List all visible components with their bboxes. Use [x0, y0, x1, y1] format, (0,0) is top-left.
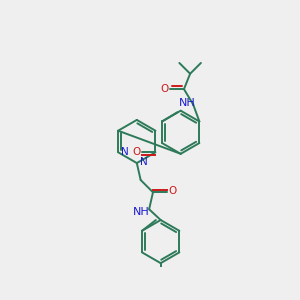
Text: O: O: [160, 84, 169, 94]
Text: N: N: [140, 157, 148, 166]
Text: NH: NH: [133, 207, 150, 217]
Text: NH: NH: [179, 98, 195, 108]
Text: O: O: [132, 147, 140, 157]
Text: O: O: [168, 186, 176, 196]
Text: N: N: [121, 147, 129, 157]
